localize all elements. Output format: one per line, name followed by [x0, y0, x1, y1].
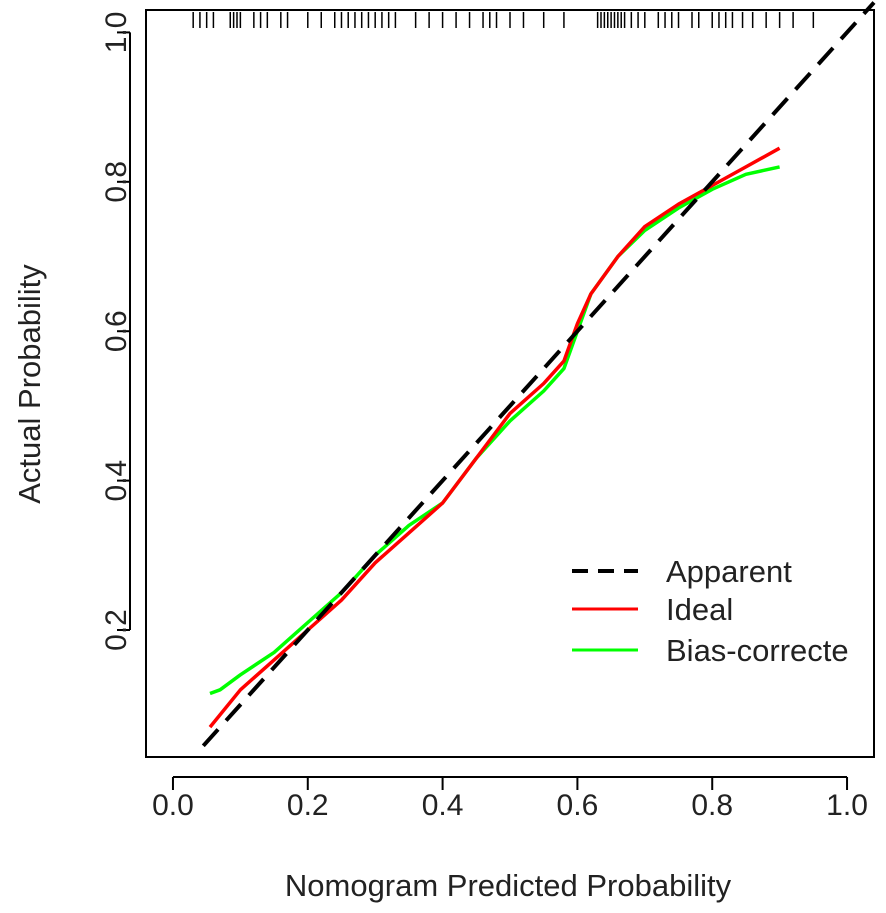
- y-tick-label: 0.2: [100, 609, 133, 651]
- x-tick-label: 0.0: [152, 789, 194, 822]
- legend-label-bias-corrected: Bias-correcte: [666, 633, 849, 668]
- x-tick-label: 0.4: [422, 789, 464, 822]
- x-tick-label: 0.8: [691, 789, 733, 822]
- plot-frame: [145, 9, 875, 758]
- x-tick-label: 1.0: [826, 789, 868, 822]
- x-axis: 0.0 0.2 0.4 0.6 0.8 1.0: [152, 776, 868, 822]
- x-tick-label: 0.6: [557, 789, 599, 822]
- y-tick-label: 0.8: [100, 161, 133, 203]
- y-tick-label: 0.4: [100, 460, 133, 502]
- x-axis-title: Nomogram Predicted Probability: [285, 868, 732, 903]
- series-line-ideal: [208, 146, 781, 729]
- y-axis-title: Actual Probability: [12, 264, 47, 504]
- series-line-apparent: [201, 1, 876, 748]
- legend-label-ideal: Ideal: [666, 592, 733, 627]
- y-tick-label: 0.6: [100, 310, 133, 352]
- series-lines: [201, 1, 876, 748]
- legend-label-apparent: Apparent: [666, 554, 792, 589]
- legend: Apparent Ideal Bias-correcte: [572, 554, 849, 668]
- series-line-bias-correcte: [209, 165, 780, 696]
- x-tick-label: 0.2: [287, 789, 329, 822]
- y-tick-label: 1.0: [100, 12, 133, 54]
- y-axis: 0.2 0.4 0.6 0.8 1.0: [100, 12, 133, 651]
- rug-marks: [192, 12, 815, 28]
